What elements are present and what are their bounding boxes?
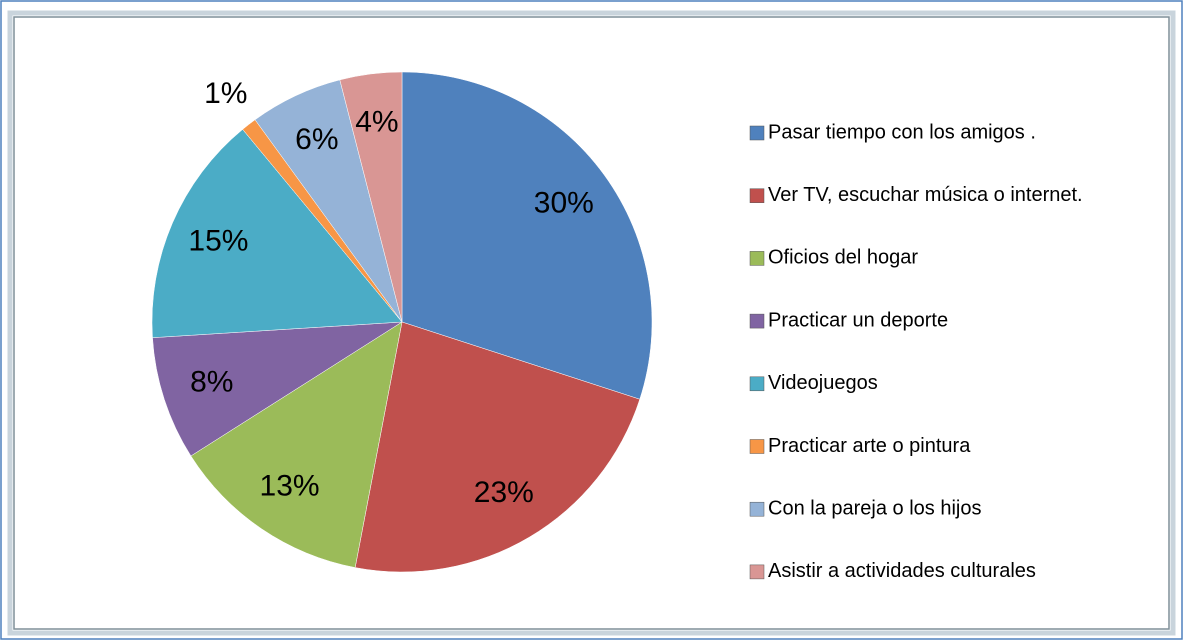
data-label: 8% — [190, 366, 233, 399]
legend-label: Con la pareja o los hijos — [768, 497, 981, 519]
data-label: 6% — [295, 123, 338, 156]
legend-swatch — [749, 376, 765, 392]
legend-swatch — [749, 439, 765, 454]
data-label: 23% — [474, 476, 534, 509]
legend-label: Videojuegos — [768, 372, 878, 394]
data-label: 4% — [355, 105, 398, 138]
data-label: 15% — [188, 224, 248, 257]
legend-label: Asistir a actividades culturales — [768, 560, 1036, 582]
legend-label: Ver TV, escuchar música o internet. — [768, 184, 1083, 206]
pie-slice — [190, 321, 403, 568]
inner-frame — [13, 16, 1170, 630]
legend-swatch — [749, 501, 765, 517]
legend-swatch — [749, 313, 765, 329]
legend-label: Practicar un deporte — [768, 309, 948, 331]
pie-slice — [401, 71, 653, 400]
pie-slice — [151, 129, 403, 338]
data-label: 30% — [534, 186, 594, 219]
pie-slice — [339, 71, 403, 323]
legend-label: Pasar tiempo con los amigos . — [768, 121, 1036, 143]
data-label: 13% — [260, 469, 320, 502]
pie-slice — [152, 321, 403, 457]
legend-swatch — [749, 564, 765, 580]
frame-shade — [7, 10, 1176, 636]
legend-swatch — [749, 251, 765, 266]
pie-slice — [354, 321, 641, 573]
legend-swatch — [749, 188, 765, 203]
legend-label: Oficios del hogar — [768, 247, 918, 269]
legend-label: Practicar arte o pintura — [768, 435, 971, 457]
legend-swatch — [749, 125, 765, 141]
data-label: 1% — [204, 77, 247, 110]
